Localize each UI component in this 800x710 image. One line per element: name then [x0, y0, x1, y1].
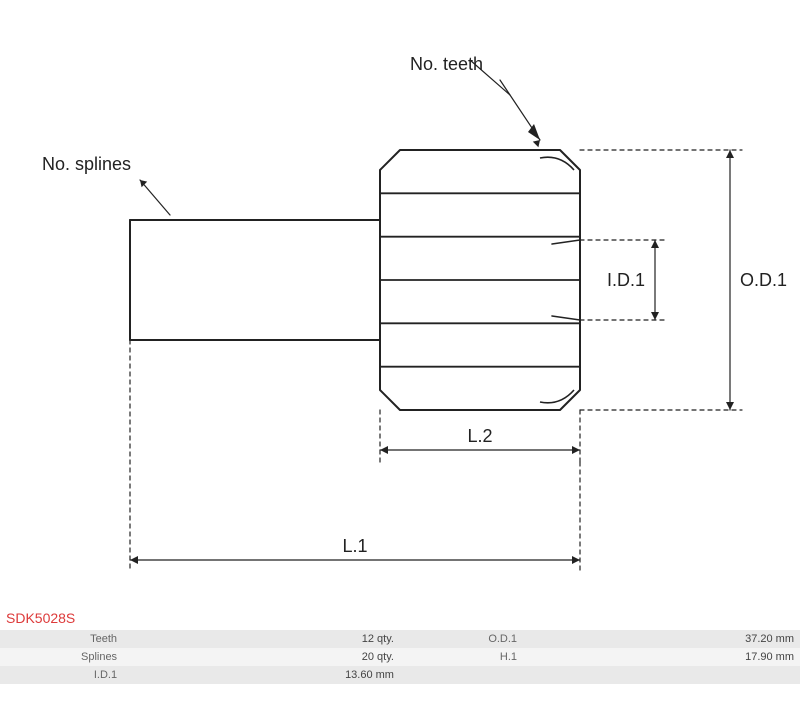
spec-value: 37.20 mm — [523, 630, 800, 648]
spec-footer: SDK5028S Teeth12 qty.O.D.137.20 mmSpline… — [0, 610, 800, 684]
svg-text:No. teeth: No. teeth — [410, 54, 483, 74]
svg-text:L.1: L.1 — [342, 536, 367, 556]
spec-label: Splines — [0, 648, 123, 666]
spec-label: H.1 — [400, 648, 523, 666]
spec-value: 17.90 mm — [523, 648, 800, 666]
table-row: Splines20 qty.H.117.90 mm — [0, 648, 800, 666]
technical-drawing-svg: No. splines No. teeth O.D.1 I.D.1 L.2 L.1 — [0, 0, 800, 610]
table-row: Teeth12 qty.O.D.137.20 mm — [0, 630, 800, 648]
svg-text:O.D.1: O.D.1 — [740, 270, 787, 290]
spec-label: I.D.1 — [0, 666, 123, 684]
spec-table: Teeth12 qty.O.D.137.20 mmSplines20 qty.H… — [0, 630, 800, 684]
spec-value: 20 qty. — [123, 648, 400, 666]
svg-text:L.2: L.2 — [467, 426, 492, 446]
spec-value — [523, 666, 800, 684]
spec-label: Teeth — [0, 630, 123, 648]
svg-text:I.D.1: I.D.1 — [607, 270, 645, 290]
spec-value: 13.60 mm — [123, 666, 400, 684]
spec-label — [400, 666, 523, 684]
spec-label: O.D.1 — [400, 630, 523, 648]
svg-text:No. splines: No. splines — [42, 154, 131, 174]
diagram-area: No. splines No. teeth O.D.1 I.D.1 L.2 L.1 — [0, 0, 800, 610]
spec-value: 12 qty. — [123, 630, 400, 648]
part-number: SDK5028S — [0, 610, 800, 630]
table-row: I.D.113.60 mm — [0, 666, 800, 684]
